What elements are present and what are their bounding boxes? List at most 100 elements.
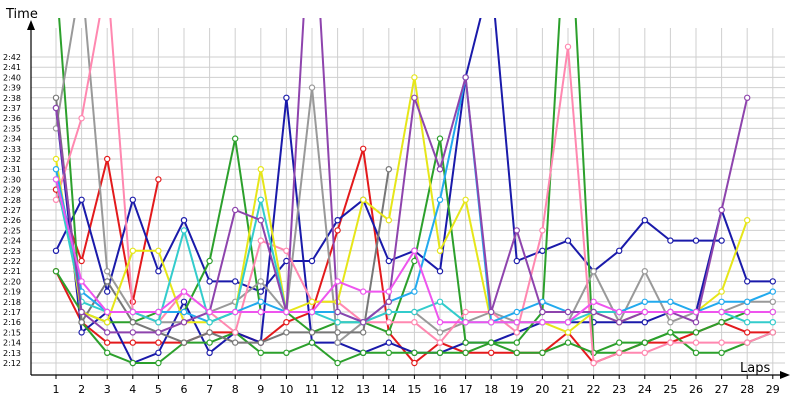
series (52, 18, 777, 367)
data-point (744, 278, 751, 285)
y-tick-label: 2:26 (3, 216, 21, 225)
data-point (231, 339, 239, 346)
y-tick-label: 2:24 (3, 237, 21, 246)
x-tick-label: 6 (181, 383, 188, 396)
data-point (718, 237, 725, 244)
data-point (257, 298, 264, 305)
data-point (103, 268, 111, 275)
data-point (436, 298, 444, 305)
data-point (436, 349, 444, 356)
x-tick-label: 27 (715, 383, 729, 396)
y-tick-label: 2:19 (3, 288, 21, 297)
data-point (231, 329, 239, 336)
data-point (103, 339, 111, 346)
x-tick-label: 1 (53, 383, 60, 396)
data-point (155, 339, 162, 346)
data-point (360, 288, 367, 295)
data-point (334, 278, 341, 285)
data-point (180, 216, 188, 224)
data-point (769, 288, 777, 295)
data-point (667, 298, 674, 305)
data-point (385, 308, 392, 316)
data-point (257, 216, 264, 224)
x-tick-label: 19 (510, 383, 524, 396)
data-point (513, 349, 521, 356)
data-point (744, 216, 751, 224)
data-point (103, 329, 111, 336)
x-tick-label: 20 (535, 383, 549, 396)
data-point (129, 339, 136, 346)
data-point (129, 308, 136, 316)
y-tick-label: 2:31 (3, 165, 21, 174)
data-point (155, 247, 162, 254)
data-point (411, 74, 418, 81)
y-tick-label: 2:15 (3, 328, 21, 337)
data-point (129, 247, 136, 254)
data-point (52, 176, 60, 183)
y-tick-label: 2:25 (3, 226, 21, 235)
series-13 (52, 18, 751, 336)
x-axis-arrow (780, 371, 790, 379)
data-point (667, 339, 674, 346)
x-tick-label: 25 (663, 383, 677, 396)
data-point (718, 319, 725, 326)
data-point (718, 308, 725, 316)
x-tick-label: 17 (459, 383, 473, 396)
data-point (385, 288, 392, 295)
series-line (55, 18, 749, 334)
data-point (206, 339, 213, 346)
x-tick-label: 29 (766, 383, 780, 396)
data-point (155, 176, 162, 183)
data-point (334, 319, 341, 326)
data-point (78, 308, 85, 316)
data-point (616, 247, 623, 254)
data-point (590, 308, 597, 316)
data-point (78, 319, 85, 326)
data-point (513, 257, 521, 265)
data-point (283, 94, 290, 102)
data-point (155, 319, 162, 326)
data-point (590, 298, 597, 305)
data-point (180, 339, 188, 346)
data-point (180, 319, 188, 326)
data-point (513, 329, 521, 336)
data-point (488, 339, 495, 346)
y-tick-label: 2:32 (3, 155, 21, 164)
data-point (411, 319, 418, 326)
y-tick-label: 2:22 (3, 257, 21, 266)
data-point (667, 308, 674, 316)
x-tick-label: 11 (305, 383, 319, 396)
data-point (744, 308, 751, 316)
x-axis-title: Laps (740, 361, 770, 376)
data-point (564, 329, 572, 336)
y-tick-label: 2:37 (3, 104, 21, 113)
data-point (769, 319, 777, 326)
x-tick-label: 14 (382, 383, 396, 396)
data-point (411, 288, 418, 295)
data-point (103, 278, 111, 285)
x-tick-label: 16 (433, 383, 447, 396)
data-point (513, 308, 521, 316)
data-point (462, 74, 469, 81)
data-point (52, 165, 60, 173)
data-point (180, 227, 188, 234)
data-point (103, 288, 111, 295)
data-point (641, 339, 649, 346)
data-point (129, 196, 136, 203)
data-point (667, 319, 674, 326)
data-point (78, 257, 85, 265)
data-point (52, 104, 60, 112)
data-point (283, 257, 290, 265)
x-tick-label: 12 (331, 383, 345, 396)
data-point (308, 308, 316, 316)
data-point (462, 196, 469, 203)
data-point (436, 135, 444, 142)
data-point (155, 349, 162, 356)
data-point (257, 349, 264, 356)
data-point (513, 227, 521, 234)
data-point (385, 349, 392, 356)
data-point (539, 308, 546, 316)
data-point (334, 329, 341, 336)
y-tick-label: 2:40 (3, 73, 21, 82)
data-point (769, 298, 777, 305)
